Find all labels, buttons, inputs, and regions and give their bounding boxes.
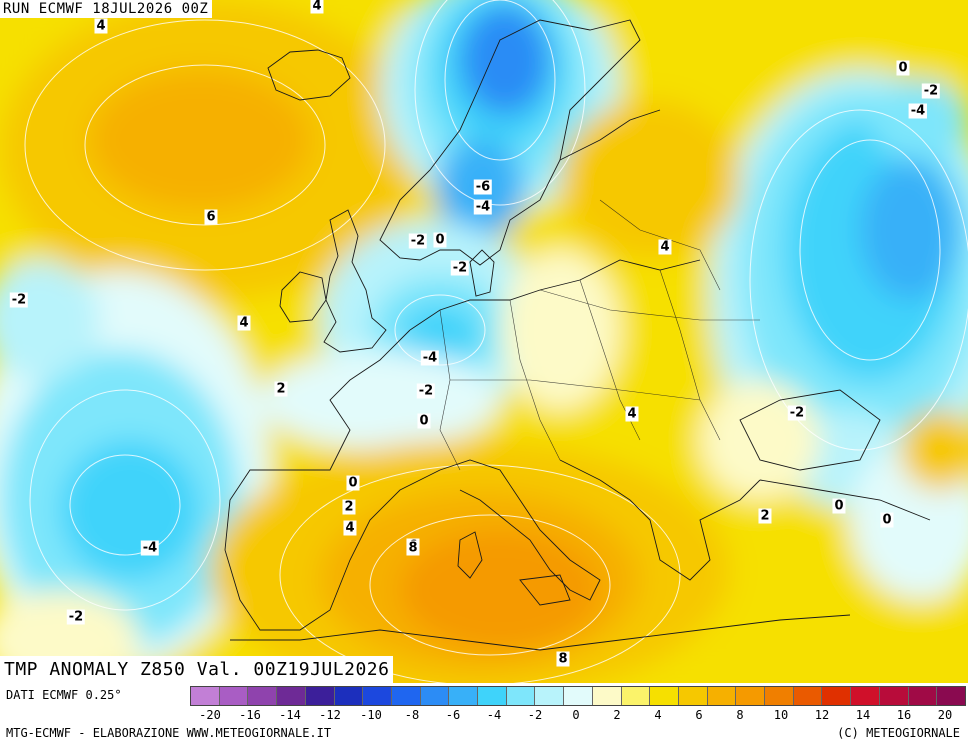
isotherm-label: 0 — [433, 232, 447, 248]
legend-swatch — [650, 687, 679, 705]
legend-tick-label: -14 — [279, 708, 301, 722]
isotherm-label: 4 — [625, 406, 639, 422]
legend-tick-label: -6 — [445, 708, 461, 722]
isotherm-label: -2 — [416, 383, 436, 399]
legend-swatch — [391, 687, 421, 705]
legend-tick-label: -12 — [319, 708, 341, 722]
run-label: RUN ECMWF 18JUL2026 00Z — [0, 0, 213, 18]
legend-swatch — [592, 687, 622, 705]
isotherm-label: 4 — [310, 0, 324, 14]
copyright-label: (C) METEOGIORNALE — [837, 726, 960, 740]
isotherm-label: -2 — [408, 233, 428, 249]
legend-tick-label: 12 — [814, 708, 830, 722]
legend-swatch — [678, 687, 708, 705]
legend-swatch — [248, 687, 278, 705]
legend-tick-label: 10 — [773, 708, 789, 722]
legend-swatch — [851, 687, 880, 705]
legend-swatch — [191, 687, 220, 705]
legend-swatch — [478, 687, 507, 705]
isotherm-label: 4 — [94, 18, 108, 34]
anomaly-map: 446-2420-2-4-4-6-20-2-4-202468-4-244-220… — [0, 0, 968, 683]
legend-swatch — [908, 687, 938, 705]
legend-tick-label: 2 — [613, 708, 621, 722]
legend-swatch — [305, 687, 335, 705]
legend-swatch — [219, 687, 249, 705]
isotherm-label: -4 — [140, 540, 160, 556]
isotherm-label: 4 — [343, 520, 357, 536]
legend-swatch — [420, 687, 450, 705]
legend-tick-label: -2 — [527, 708, 543, 722]
legend-swatch — [736, 687, 766, 705]
isotherm-label: 2 — [274, 381, 288, 397]
legend-swatch — [449, 687, 479, 705]
isotherm-label: -2 — [450, 260, 470, 276]
legend-swatch — [363, 687, 392, 705]
anomaly-field — [0, 0, 968, 683]
data-source-label: DATI ECMWF 0.25° — [6, 688, 122, 702]
legend-tick-label: -8 — [404, 708, 420, 722]
legend-tick-label: -20 — [199, 708, 221, 722]
legend-tick-label: 16 — [896, 708, 912, 722]
legend-tick-label: -16 — [239, 708, 261, 722]
legend-swatch — [564, 687, 593, 705]
legend-tick-label: 20 — [937, 708, 953, 722]
legend-swatch — [277, 687, 306, 705]
legend-tick-label: -10 — [360, 708, 382, 722]
isotherm-label: -4 — [473, 199, 493, 215]
legend-tick-label: 8 — [736, 708, 744, 722]
isotherm-label: -2 — [66, 609, 86, 625]
legend-swatch — [535, 687, 565, 705]
color-legend — [190, 686, 966, 706]
legend-tick-label: 0 — [572, 708, 580, 722]
legend-tick-label: 6 — [695, 708, 703, 722]
isotherm-label: -2 — [787, 405, 807, 421]
isotherm-label: 4 — [237, 315, 251, 331]
isotherm-label: 8 — [406, 540, 420, 556]
legend-swatch — [765, 687, 794, 705]
legend-swatch — [822, 687, 852, 705]
isotherm-label: -6 — [473, 179, 493, 195]
isotherm-label: 0 — [417, 413, 431, 429]
legend-tick-label: -4 — [486, 708, 502, 722]
anomaly-shading — [0, 0, 968, 683]
credit-label: MTG-ECMWF - ELABORAZIONE WWW.METEOGIORNA… — [6, 726, 332, 740]
isotherm-label: -2 — [921, 83, 941, 99]
isotherm-label: 6 — [204, 209, 218, 225]
isotherm-label: -2 — [9, 292, 29, 308]
legend-swatch — [937, 687, 965, 705]
legend-swatch — [621, 687, 651, 705]
isotherm-lines — [24, 0, 968, 683]
isotherm-label: 0 — [832, 498, 846, 514]
legend-swatch — [506, 687, 536, 705]
legend-swatch — [793, 687, 823, 705]
isotherm-label: 8 — [556, 651, 570, 667]
isotherm-label: 0 — [896, 60, 910, 76]
isotherm-label: -4 — [420, 350, 440, 366]
map-title: TMP ANOMALY Z850 Val. 00Z19JUL2026 — [0, 656, 394, 683]
isotherm-label: 4 — [658, 239, 672, 255]
isotherm-label: -4 — [908, 103, 928, 119]
isotherm-label: 2 — [758, 508, 772, 524]
legend-swatch — [707, 687, 737, 705]
legend-swatch — [879, 687, 909, 705]
isotherm-label: 0 — [346, 475, 360, 491]
isotherm-label: 2 — [342, 499, 356, 515]
isotherm-label: 0 — [880, 512, 894, 528]
legend-swatch — [334, 687, 364, 705]
legend-ticks: -20 -16 -14 -12 -10 -8 -6 -4 -2 0 2 4 6 8 10 12 14 16 20 — [190, 708, 966, 724]
legend-tick-label: 4 — [654, 708, 662, 722]
legend-tick-label: 14 — [855, 708, 871, 722]
